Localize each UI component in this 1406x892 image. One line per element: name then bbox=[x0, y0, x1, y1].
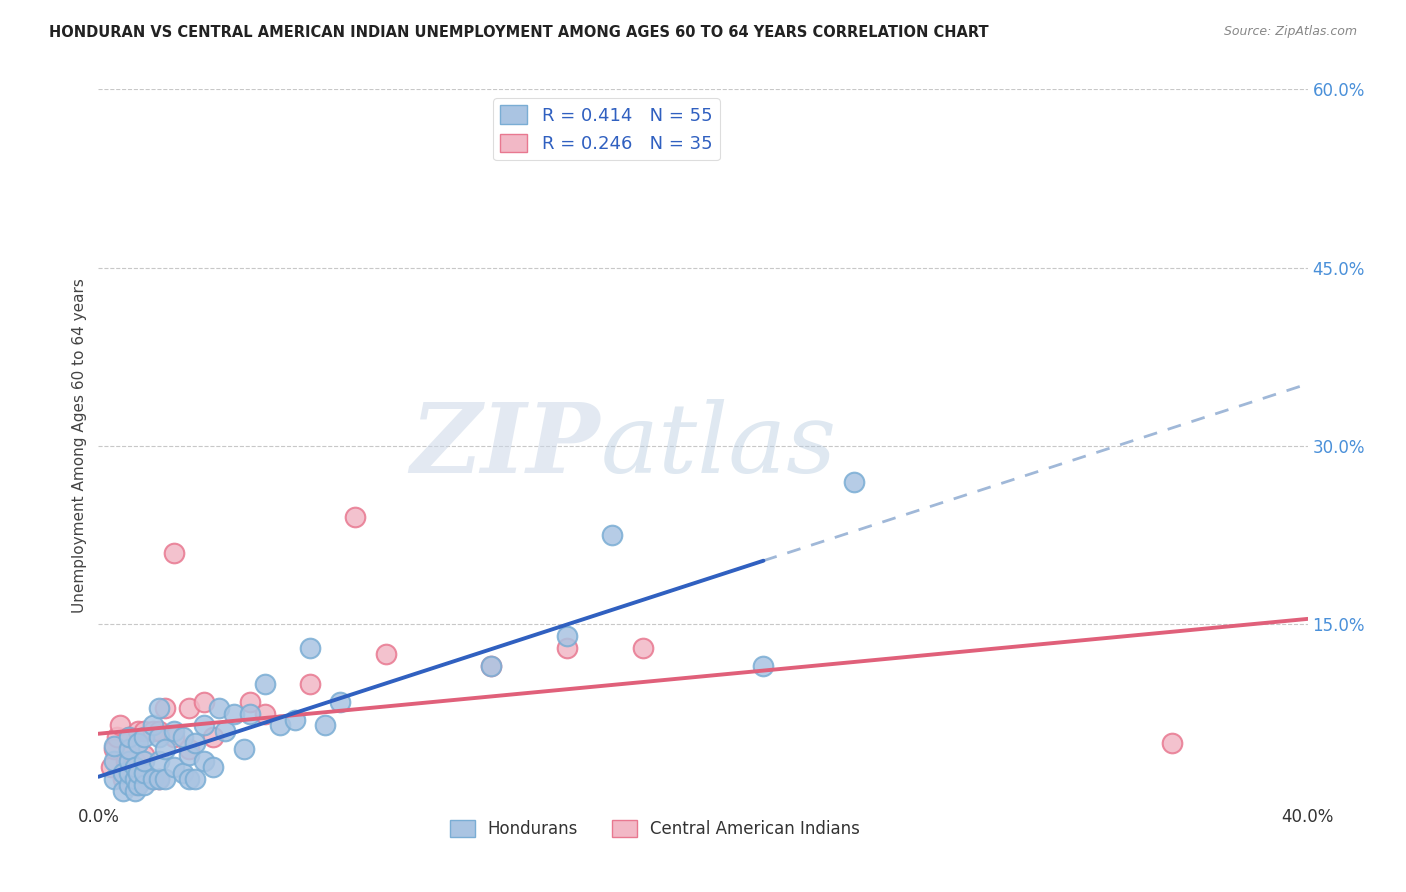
Point bbox=[193, 695, 215, 709]
Point bbox=[148, 772, 170, 786]
Point bbox=[124, 754, 146, 768]
Point bbox=[124, 784, 146, 798]
Point bbox=[481, 659, 503, 673]
Point bbox=[299, 677, 322, 691]
Point bbox=[132, 754, 155, 768]
Point bbox=[184, 772, 207, 786]
Point bbox=[111, 784, 134, 798]
Point bbox=[214, 724, 236, 739]
Point bbox=[179, 742, 201, 756]
Point bbox=[208, 700, 231, 714]
Point bbox=[284, 713, 307, 727]
Point bbox=[253, 677, 276, 691]
Point bbox=[184, 736, 207, 750]
Point bbox=[631, 641, 654, 656]
Point bbox=[111, 772, 134, 786]
Y-axis label: Unemployment Among Ages 60 to 64 years: Unemployment Among Ages 60 to 64 years bbox=[72, 278, 87, 614]
Point bbox=[127, 766, 149, 780]
Point bbox=[153, 742, 176, 756]
Point bbox=[103, 754, 125, 768]
Point bbox=[148, 724, 170, 739]
Point bbox=[163, 724, 186, 739]
Point bbox=[127, 778, 149, 792]
Point bbox=[118, 748, 141, 763]
Point bbox=[163, 546, 186, 560]
Point bbox=[555, 629, 578, 643]
Point bbox=[224, 706, 246, 721]
Point bbox=[118, 778, 141, 792]
Point bbox=[481, 659, 503, 673]
Point bbox=[202, 760, 225, 774]
Point bbox=[124, 760, 146, 774]
Point bbox=[100, 760, 122, 774]
Point bbox=[127, 736, 149, 750]
Point bbox=[344, 510, 367, 524]
Point bbox=[132, 766, 155, 780]
Point bbox=[329, 695, 352, 709]
Point bbox=[132, 724, 155, 739]
Point bbox=[142, 724, 165, 739]
Point bbox=[555, 641, 578, 656]
Point bbox=[132, 772, 155, 786]
Text: Source: ZipAtlas.com: Source: ZipAtlas.com bbox=[1223, 25, 1357, 38]
Legend: Hondurans, Central American Indians: Hondurans, Central American Indians bbox=[443, 813, 866, 845]
Point bbox=[193, 754, 215, 768]
Point bbox=[142, 772, 165, 786]
Point bbox=[148, 700, 170, 714]
Point bbox=[602, 528, 624, 542]
Point bbox=[253, 706, 276, 721]
Point bbox=[103, 739, 125, 753]
Point bbox=[108, 718, 131, 732]
Point bbox=[163, 731, 186, 745]
Point bbox=[103, 742, 125, 756]
Point bbox=[179, 748, 201, 763]
Point bbox=[103, 772, 125, 786]
Point bbox=[118, 742, 141, 756]
Point bbox=[232, 742, 254, 756]
Point bbox=[163, 760, 186, 774]
Point bbox=[118, 754, 141, 768]
Point bbox=[142, 772, 165, 786]
Point bbox=[127, 724, 149, 739]
Point bbox=[118, 766, 141, 780]
Point bbox=[124, 772, 146, 786]
Point bbox=[179, 700, 201, 714]
Point bbox=[269, 718, 291, 732]
Point bbox=[172, 731, 194, 745]
Text: HONDURAN VS CENTRAL AMERICAN INDIAN UNEMPLOYMENT AMONG AGES 60 TO 64 YEARS CORRE: HONDURAN VS CENTRAL AMERICAN INDIAN UNEM… bbox=[49, 25, 988, 40]
Point bbox=[132, 731, 155, 745]
Point bbox=[142, 718, 165, 732]
Point bbox=[299, 641, 322, 656]
Point bbox=[111, 766, 134, 780]
Point bbox=[172, 766, 194, 780]
Point bbox=[1160, 736, 1182, 750]
Point bbox=[179, 772, 201, 786]
Point bbox=[114, 754, 136, 768]
Point bbox=[844, 475, 866, 489]
Point bbox=[239, 706, 262, 721]
Point bbox=[148, 754, 170, 768]
Point bbox=[153, 700, 176, 714]
Point bbox=[314, 718, 336, 732]
Point bbox=[124, 778, 146, 792]
Point bbox=[118, 766, 141, 780]
Point bbox=[193, 718, 215, 732]
Point bbox=[153, 772, 176, 786]
Point bbox=[148, 731, 170, 745]
Point bbox=[132, 778, 155, 792]
Point bbox=[202, 731, 225, 745]
Point bbox=[148, 772, 170, 786]
Text: ZIP: ZIP bbox=[411, 399, 600, 493]
Point bbox=[374, 647, 396, 661]
Point bbox=[132, 748, 155, 763]
Point bbox=[105, 731, 128, 745]
Point bbox=[239, 695, 262, 709]
Text: atlas: atlas bbox=[600, 399, 837, 493]
Point bbox=[752, 659, 775, 673]
Point bbox=[118, 731, 141, 745]
Point bbox=[118, 731, 141, 745]
